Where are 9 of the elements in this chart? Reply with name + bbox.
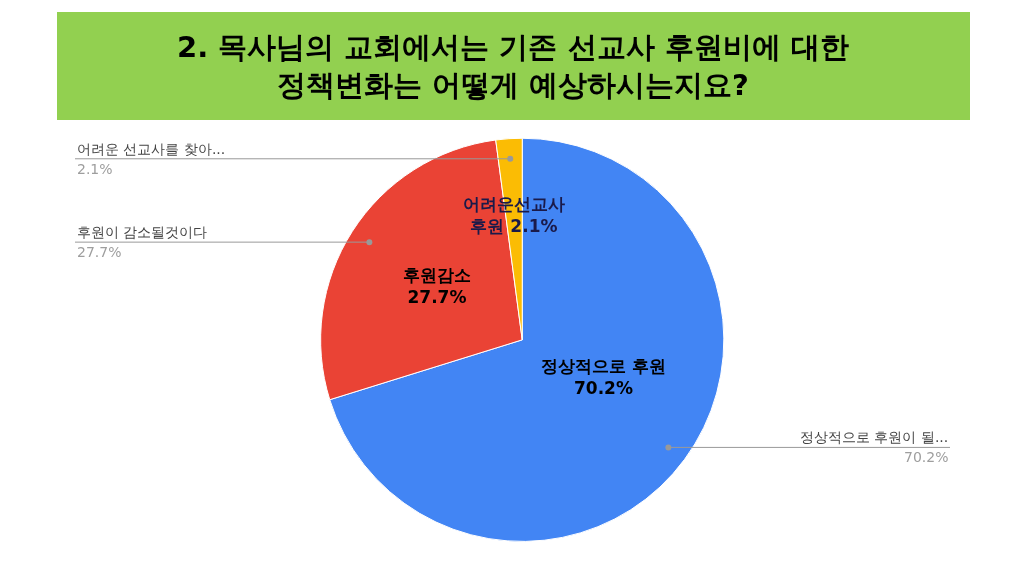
text: 70.2%: [904, 449, 949, 465]
data-label: 후원감소 27.7%: [403, 265, 471, 308]
data-label: 정상적으로 후원 70.2%: [541, 356, 666, 399]
text: 27.7%: [77, 244, 122, 260]
slice-label: 어려운 선교사를 찾아...: [77, 141, 226, 157]
text: 2.1%: [77, 161, 113, 177]
slice-label: 후원이 감소될것이다: [77, 224, 208, 240]
chart-title: 2. 목사님의 교회에서는 기존 선교사 후원비에 대한 정책변화는 어떻게 예상하시는지요?: [177, 30, 849, 102]
slice-label: 정상적으로 후원이 될...: [800, 429, 949, 445]
